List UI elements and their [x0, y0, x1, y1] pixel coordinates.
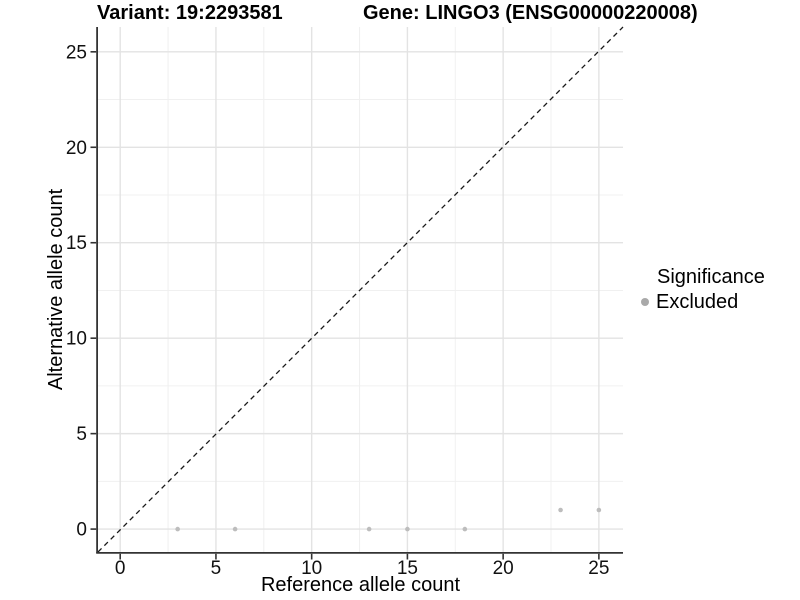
- y-tick-label: 0: [76, 520, 87, 541]
- x-tick-label: 20: [493, 558, 514, 579]
- plot-title-gene: Gene: LINGO3 (ENSG00000220008): [363, 2, 698, 24]
- data-point: [366, 526, 372, 532]
- identity-line: [97, 26, 624, 553]
- plot-title-variant: Variant: 19:2293581: [97, 2, 283, 24]
- x-tick-label: 15: [397, 558, 418, 579]
- legend-item-excluded: Excluded: [637, 291, 765, 313]
- data-point: [596, 507, 602, 513]
- data-point: [558, 507, 563, 513]
- y-tick-label: 25: [66, 42, 87, 63]
- axis-lines: [96, 27, 623, 554]
- data-point: [405, 526, 410, 532]
- x-tick-label: 10: [301, 558, 322, 579]
- grid-major: [98, 27, 623, 552]
- x-tick-label: 5: [211, 558, 222, 579]
- grid-minor: [98, 27, 623, 552]
- x-tick-label: 25: [588, 558, 609, 579]
- y-tick-label: 10: [66, 329, 87, 350]
- legend: Significance Excluded: [637, 266, 765, 313]
- data-points: [175, 507, 602, 532]
- excluded-point-icon: [641, 298, 649, 306]
- data-point: [232, 526, 238, 532]
- y-tick-label: 15: [66, 233, 87, 254]
- x-axis-ticks: 0 5 10 15 20 25: [115, 553, 609, 579]
- y-tick-label: 20: [66, 138, 87, 159]
- x-tick-label: 0: [115, 558, 126, 579]
- data-point: [462, 526, 468, 532]
- data-point: [175, 526, 180, 532]
- y-axis-ticks: 0 5 10 15 20 25: [66, 42, 97, 541]
- y-tick-label: 5: [76, 424, 87, 445]
- legend-title: Significance: [657, 266, 765, 288]
- y-axis-title: Alternative allele count: [45, 188, 67, 390]
- legend-item-label: Excluded: [656, 290, 739, 313]
- x-axis-title: Reference allele count: [261, 574, 460, 596]
